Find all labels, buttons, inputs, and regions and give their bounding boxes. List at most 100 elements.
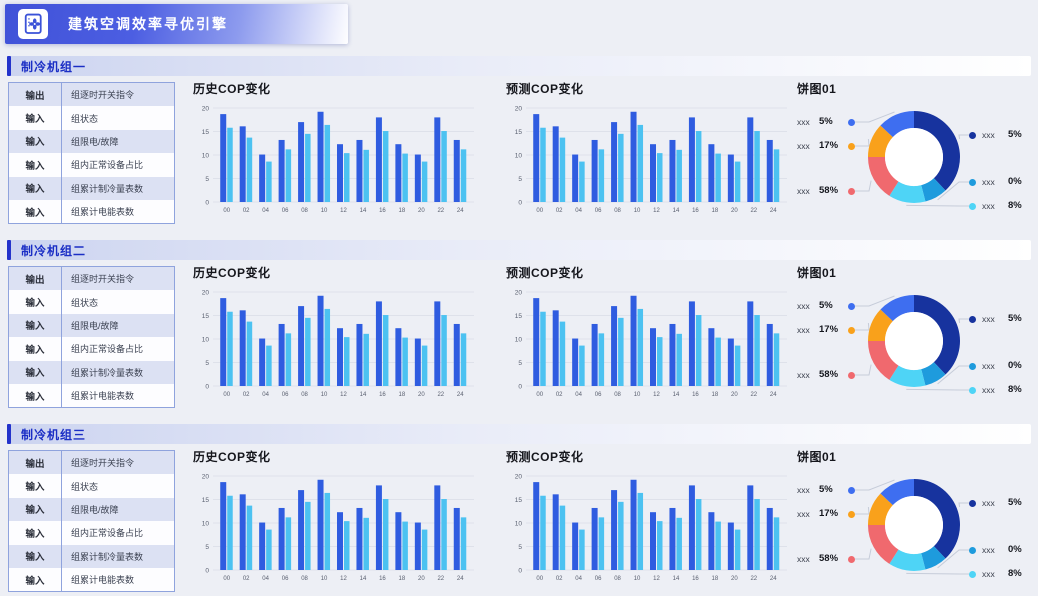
bar-light bbox=[637, 308, 644, 386]
bar-dark bbox=[434, 301, 441, 386]
bar-dark bbox=[591, 323, 598, 386]
x-axis-tick: 14 bbox=[360, 208, 367, 214]
y-axis-tick: 5 bbox=[518, 360, 522, 367]
x-axis-tick: 10 bbox=[634, 576, 641, 582]
x-axis-tick: 02 bbox=[243, 392, 250, 398]
legend-connector bbox=[855, 111, 895, 123]
x-axis-tick: 24 bbox=[457, 392, 464, 398]
bar-dark bbox=[239, 126, 246, 202]
y-axis-tick: 0 bbox=[518, 199, 522, 206]
io-direction-cell: 输入 bbox=[9, 474, 62, 498]
legend-connector bbox=[855, 364, 872, 376]
legend-value: 58% bbox=[819, 553, 839, 564]
y-axis-tick: 15 bbox=[202, 313, 210, 320]
io-label-cell: 组累计制冷量表数 bbox=[71, 551, 144, 562]
legend-connector bbox=[958, 318, 969, 324]
legend-value: 5% bbox=[1008, 129, 1022, 140]
bar-light bbox=[344, 521, 350, 570]
chiller-section: 制冷机组一 输出 组逐时开关指令 输入 组状态 输入 组限电/故障 输入 组内正常设备占比 输入… bbox=[0, 56, 1038, 228]
legend-label: xxx bbox=[982, 498, 995, 508]
section-accent-bar bbox=[7, 56, 11, 76]
pie-content: xxx 5% xxx 17% xxx 58% xxx 5% xxx 0% xxx 8% bbox=[797, 98, 1035, 224]
legend-item: xxx 58% bbox=[797, 184, 855, 198]
bar-dark bbox=[356, 507, 363, 570]
bar-light bbox=[657, 337, 663, 386]
io-label-cell: 组内正常设备占比 bbox=[71, 528, 144, 539]
x-axis-tick: 06 bbox=[282, 392, 289, 398]
legend-dot-icon bbox=[848, 486, 855, 494]
donut-hole bbox=[885, 312, 943, 370]
bar-light bbox=[402, 153, 408, 202]
legend-connector bbox=[855, 506, 870, 515]
x-axis-tick: 12 bbox=[653, 208, 660, 214]
legend-value: 5% bbox=[819, 116, 833, 127]
legend-connector bbox=[855, 180, 872, 192]
bar-dark bbox=[278, 139, 285, 202]
bar-dark bbox=[414, 338, 421, 386]
bar-light bbox=[305, 133, 311, 202]
bar-light bbox=[695, 315, 702, 386]
table-row: 输入 组累计电能表数 bbox=[9, 567, 174, 592]
y-axis-tick: 0 bbox=[518, 383, 522, 390]
legend-item: xxx 8% bbox=[969, 383, 1022, 397]
bar-dark bbox=[669, 139, 676, 202]
bar-chart-svg: 0 5 10 15 20 00 02 04 06 08 10 12 14 16 18 20 22 24 bbox=[202, 105, 474, 214]
io-direction-cell: 输出 bbox=[9, 83, 62, 107]
io-label-cell: 组内正常设备占比 bbox=[71, 344, 144, 355]
legend-connector bbox=[855, 548, 872, 560]
bar-dark bbox=[375, 485, 382, 570]
legend-label: xxx bbox=[982, 361, 995, 371]
y-axis-tick: 5 bbox=[518, 176, 522, 183]
legend-value: 17% bbox=[819, 324, 839, 335]
x-axis-tick: 16 bbox=[379, 576, 386, 582]
bar-dark bbox=[572, 522, 579, 570]
x-axis-tick: 24 bbox=[457, 576, 464, 582]
x-axis-tick: 00 bbox=[223, 208, 230, 214]
legend-item: xxx 5% bbox=[797, 483, 855, 497]
legend-item: xxx 5% bbox=[969, 312, 1022, 326]
bar-light bbox=[773, 333, 780, 386]
bar-light bbox=[715, 153, 721, 202]
bar-light bbox=[579, 345, 585, 386]
x-axis-tick: 12 bbox=[653, 392, 660, 398]
history-cop-chart: 历史COP变化 0 5 10 15 20 00 02 04 06 08 10 12 14 16 18 20 22… bbox=[193, 266, 478, 404]
fan-document-icon bbox=[24, 13, 42, 34]
io-label-cell: 组限电/故障 bbox=[71, 320, 119, 331]
bar-dark bbox=[395, 144, 402, 202]
io-direction-cell: 输入 bbox=[9, 360, 62, 384]
io-direction-cell: 输入 bbox=[9, 290, 62, 314]
chart-title: 历史COP变化 bbox=[193, 82, 271, 96]
io-direction-cell: 输入 bbox=[9, 199, 62, 224]
y-axis-tick: 10 bbox=[515, 152, 523, 159]
io-table: 输出 组逐时开关指令 输入 组状态 输入 组限电/故障 输入 组内正常设备占比 输入 组累计制冷量… bbox=[8, 266, 175, 409]
legend-value: 5% bbox=[819, 484, 833, 495]
bar-dark bbox=[298, 306, 305, 386]
bar-dark bbox=[630, 479, 637, 570]
x-axis-tick: 10 bbox=[321, 392, 328, 398]
bar-light bbox=[695, 499, 702, 570]
legend-item: xxx 5% bbox=[797, 299, 855, 313]
x-axis-tick: 10 bbox=[634, 392, 641, 398]
bar-dark bbox=[766, 507, 773, 570]
legend-item: xxx 5% bbox=[969, 496, 1022, 510]
section-body: 输出 组逐时开关指令 输入 组状态 输入 组限电/故障 输入 组内正常设备占比 输入 组累计制冷量… bbox=[0, 260, 1038, 412]
legend-value: 0% bbox=[1008, 176, 1022, 187]
bar-chart-svg: 0 5 10 15 20 00 02 04 06 08 10 12 14 16 18 20 22 24 bbox=[515, 473, 787, 582]
donut-segment bbox=[921, 546, 946, 570]
donut-segment bbox=[889, 549, 926, 571]
section-body: 输出 组逐时开关指令 输入 组状态 输入 组限电/故障 输入 组内正常设备占比 输入 组累计制冷量… bbox=[0, 76, 1038, 228]
legend-item: xxx 17% bbox=[797, 507, 855, 521]
bar-dark bbox=[453, 323, 460, 386]
donut-segment bbox=[914, 295, 960, 375]
legend-label: xxx bbox=[797, 301, 810, 311]
donut-segment bbox=[868, 125, 893, 157]
bar-light bbox=[657, 521, 663, 570]
legend-dot-icon bbox=[969, 570, 976, 578]
x-axis-tick: 02 bbox=[556, 208, 563, 214]
y-axis-tick: 10 bbox=[515, 336, 523, 343]
io-direction-cell: 输入 bbox=[9, 153, 62, 177]
bar-dark bbox=[727, 522, 734, 570]
x-axis-tick: 24 bbox=[770, 576, 777, 582]
io-table: 输出 组逐时开关指令 输入 组状态 输入 组限电/故障 输入 组内正常设备占比 输入 组累计制冷量… bbox=[8, 82, 175, 225]
donut-segment bbox=[868, 341, 899, 380]
